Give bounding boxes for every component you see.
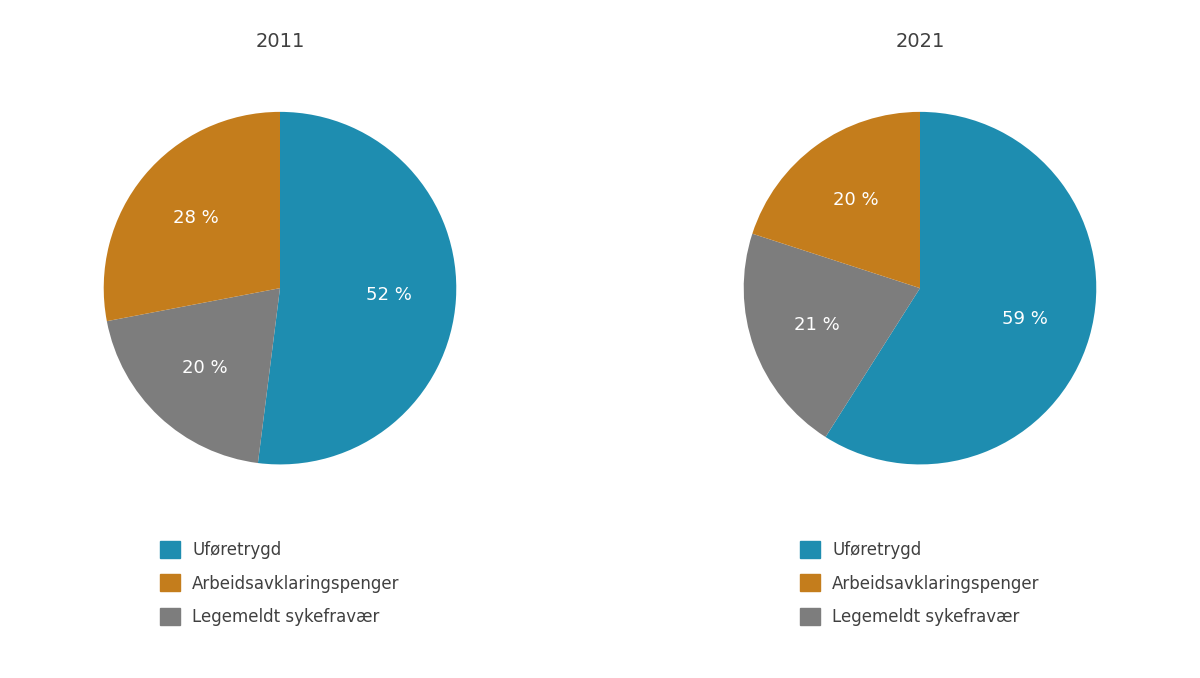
Text: 20 %: 20 %	[833, 191, 878, 209]
Text: 20 %: 20 %	[182, 359, 228, 377]
Wedge shape	[744, 234, 920, 437]
Legend: Uføretrygd, Arbeidsavklaringspenger, Legemeldt sykefravær: Uføretrygd, Arbeidsavklaringspenger, Leg…	[154, 534, 407, 633]
Wedge shape	[107, 288, 280, 463]
Wedge shape	[826, 112, 1097, 464]
Wedge shape	[103, 112, 280, 321]
Wedge shape	[752, 112, 920, 288]
Title: 2021: 2021	[895, 32, 944, 51]
Title: 2011: 2011	[256, 32, 305, 51]
Text: 52 %: 52 %	[366, 286, 412, 304]
Text: 28 %: 28 %	[173, 210, 218, 228]
Wedge shape	[258, 112, 456, 464]
Text: 59 %: 59 %	[1002, 310, 1048, 327]
Text: 21 %: 21 %	[794, 316, 840, 334]
Legend: Uføretrygd, Arbeidsavklaringspenger, Legemeldt sykefravær: Uføretrygd, Arbeidsavklaringspenger, Leg…	[793, 534, 1046, 633]
